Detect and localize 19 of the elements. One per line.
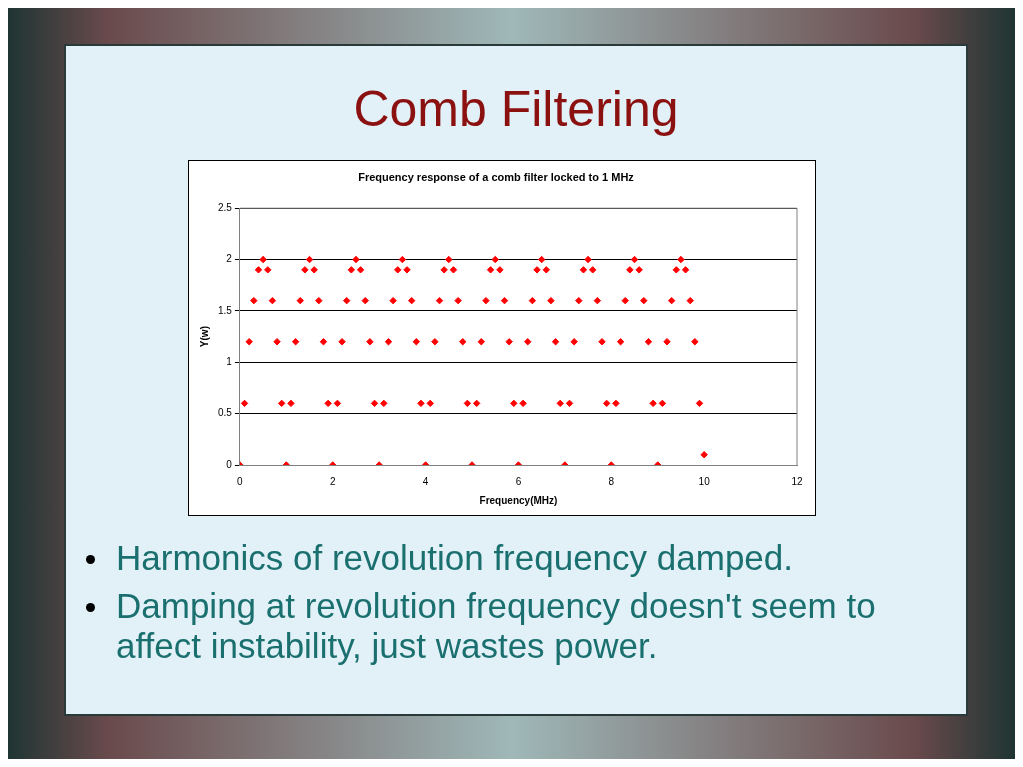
x-axis-title: Frequency(MHz) xyxy=(479,494,558,506)
text: Harmonics of revolution frequency damped. xyxy=(116,538,794,577)
chart-subtitle: Frequency response of a comb filter locked to 1 MHz xyxy=(358,170,635,183)
chart-title: Comb Filtering xyxy=(352,80,680,138)
text: Damping at revolution frequency doesn't seem to affect instability, just wastes power. xyxy=(116,586,876,665)
x-tick-label: 6 xyxy=(515,475,522,487)
x-tick-label: 2 xyxy=(329,475,336,487)
x-tick-label: 12 xyxy=(791,475,803,487)
x-tick-label: 8 xyxy=(608,475,615,487)
x-tick-label: 10 xyxy=(698,475,711,487)
y-tick-label: 0.5 xyxy=(218,407,233,419)
y-axis-title: Y(w) xyxy=(198,326,210,348)
x-tick-label: 4 xyxy=(422,475,429,487)
y-tick-label: 1.5 xyxy=(218,304,233,316)
x-tick-label: 0 xyxy=(237,475,244,487)
y-tick-label: 2 xyxy=(226,253,233,265)
y-tick-label: 1 xyxy=(226,356,233,368)
y-tick-label: 0 xyxy=(226,458,233,470)
y-tick-label: 2.5 xyxy=(218,201,233,213)
